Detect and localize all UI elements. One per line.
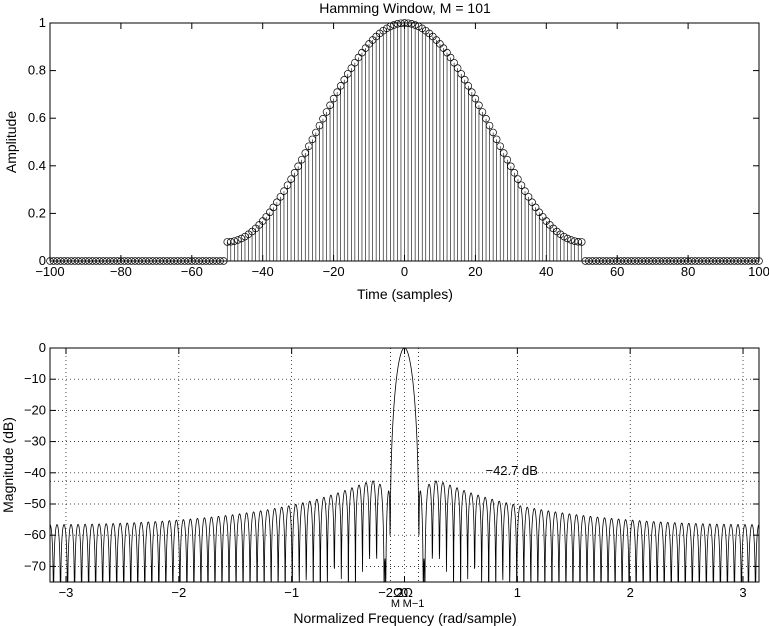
y-tick-label: 0 xyxy=(39,340,46,355)
x-tick-label: −80 xyxy=(110,264,132,279)
x-tick-label: 0 xyxy=(401,264,408,279)
x-tick-label: −3 xyxy=(59,585,74,600)
x-tick-label: 40 xyxy=(539,264,553,279)
y-tick-label: −60 xyxy=(24,527,46,542)
mainlobe-left-annotation: −2Ω xyxy=(378,585,403,600)
stem-series xyxy=(46,19,763,265)
stem-marker xyxy=(500,149,508,157)
stem-marker xyxy=(574,237,582,246)
stem-marker xyxy=(524,193,533,201)
y-tick-label: 0.8 xyxy=(28,63,46,78)
y-tick-label: −40 xyxy=(24,465,46,480)
x-axis-label-bottom: Normalized Frequency (rad/sample) xyxy=(293,610,516,626)
tick-marks-top xyxy=(49,22,760,262)
stem-marker xyxy=(453,64,462,72)
x-tick-label: 2 xyxy=(627,585,634,600)
y-tick-label: −70 xyxy=(24,558,46,573)
stem-marker xyxy=(510,169,519,177)
stem-marker xyxy=(496,142,504,150)
stem-marker xyxy=(563,234,572,243)
chart-title: Hamming Window, M = 101 xyxy=(319,0,491,16)
x-tick-label: 100 xyxy=(748,264,769,279)
stem-marker xyxy=(478,108,487,116)
stem-marker xyxy=(507,162,515,171)
stem-marker xyxy=(475,101,483,110)
mainlobe-right-denominator: M−1 xyxy=(403,598,425,610)
y-tick-label: −10 xyxy=(24,371,46,386)
stem-marker xyxy=(492,135,501,144)
stem-marker xyxy=(528,198,536,207)
stem-marker xyxy=(411,21,419,29)
x-tick-label: −40 xyxy=(252,264,274,279)
stem-marker xyxy=(461,75,469,84)
x-tick-label: 3 xyxy=(739,585,746,600)
stem-marker xyxy=(482,115,490,123)
y-tick-label: 0.2 xyxy=(28,205,46,220)
stem-marker xyxy=(521,187,529,195)
stem-marker xyxy=(407,20,416,28)
stem-marker xyxy=(485,121,494,130)
stem-marker xyxy=(489,128,497,137)
tick-marks-bottom xyxy=(50,347,759,582)
stem-marker xyxy=(450,58,458,67)
x-tick-label: −60 xyxy=(181,264,203,279)
x-tick-label: 60 xyxy=(610,264,624,279)
y-tick-label: 1 xyxy=(39,15,46,30)
y-tick-labels-top: 0 0.2 0.4 0.6 0.8 1 xyxy=(28,15,46,268)
mainlobe-left-denominator: M xyxy=(391,598,400,610)
chart-amplitude-panel: Hamming Window, M = 101 −100 −80 −60 −40 −20… xyxy=(3,0,769,302)
stem-marker xyxy=(457,70,465,78)
stem-marker xyxy=(468,88,476,96)
stem-marker xyxy=(514,175,522,183)
stem-marker xyxy=(567,236,575,244)
chart-magnitude-panel: −3 −2 −1 0 1 2 3 0−10−20−30−40−50−60−70 −42.7 … xyxy=(0,340,760,626)
x-tick-labels-bottom: −3 −2 −1 0 1 2 3 xyxy=(59,585,747,600)
stem-marker xyxy=(446,53,455,62)
magnitude-response-line xyxy=(50,348,759,582)
grid-lines xyxy=(50,347,759,582)
y-tick-label: 0 xyxy=(39,253,46,268)
stem-marker xyxy=(464,82,473,90)
stem-marker xyxy=(517,181,526,189)
x-tick-label: 80 xyxy=(681,264,695,279)
x-tick-labels-top: −100 −80 −60 −40 −20 0 20 40 60 80 100 xyxy=(35,264,769,279)
stem-marker xyxy=(531,203,540,212)
x-axis-label-top: Time (samples) xyxy=(357,286,453,302)
y-tick-label: 0.6 xyxy=(28,110,46,125)
mainlobe-right-annotation: 2Ω xyxy=(396,585,413,600)
x-tick-label: −20 xyxy=(323,264,345,279)
y-tick-labels-bottom: 0 −10 −20 −30 −40 −50 −60 −70 xyxy=(24,340,46,573)
y-axis-label-bottom: Magnitude (dB) xyxy=(0,417,16,513)
y-tick-label: −50 xyxy=(24,496,46,511)
stem-marker xyxy=(577,238,586,246)
stem-marker xyxy=(471,94,480,103)
stem-marker xyxy=(503,155,512,164)
y-tick-label: −20 xyxy=(24,402,46,417)
x-tick-label: −100 xyxy=(35,264,64,279)
x-tick-label: −1 xyxy=(284,585,299,600)
y-tick-label: 0.4 xyxy=(28,158,46,173)
y-tick-label: −30 xyxy=(24,434,46,449)
x-tick-label: 1 xyxy=(514,585,521,600)
x-tick-label: 20 xyxy=(468,264,482,279)
stem-marker xyxy=(443,48,451,57)
sidelobe-annotation: −42.7 dB xyxy=(485,463,537,478)
y-axis-label-top: Amplitude xyxy=(3,111,19,173)
stem-marker xyxy=(560,232,568,241)
x-tick-label: −2 xyxy=(171,585,186,600)
stem-marker xyxy=(570,237,579,245)
x-tick-label: 0 xyxy=(401,585,408,600)
